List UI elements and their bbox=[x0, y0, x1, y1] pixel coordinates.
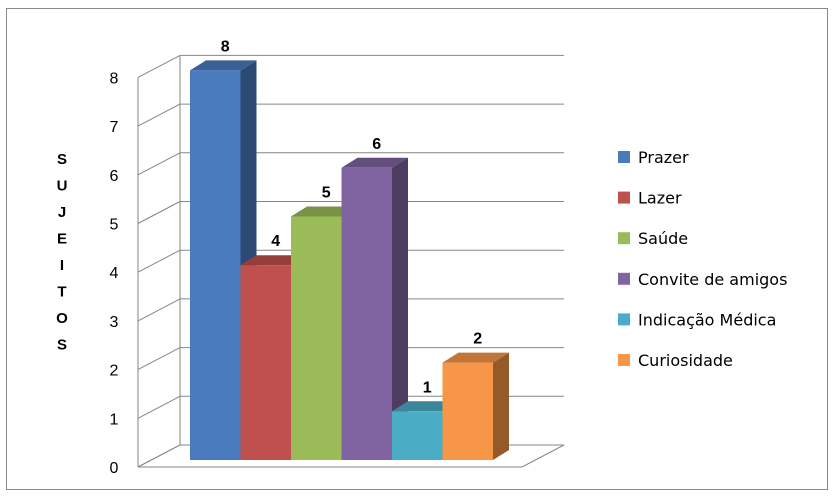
data-label: 1 bbox=[423, 379, 432, 396]
bar-side bbox=[392, 157, 408, 461]
gridline-side bbox=[137, 298, 181, 322]
gridline-side bbox=[137, 103, 181, 127]
bar-top bbox=[291, 206, 358, 217]
bar-indicação-médica bbox=[392, 411, 443, 460]
y-tick-label: 4 bbox=[110, 265, 119, 282]
bar-lazer bbox=[240, 265, 291, 460]
y-axis-label-letter: E bbox=[57, 231, 67, 248]
data-label: 2 bbox=[473, 331, 482, 348]
y-axis-label-letter: J bbox=[58, 204, 66, 221]
gridline-side bbox=[137, 249, 181, 273]
data-label: 4 bbox=[271, 233, 280, 250]
gridline-side bbox=[137, 54, 181, 78]
legend-swatch bbox=[618, 191, 630, 204]
bar-top bbox=[442, 352, 509, 363]
bar-curiosidade bbox=[442, 362, 493, 460]
y-axis-label-letter: S bbox=[57, 151, 67, 168]
y-tick-label: 0 bbox=[110, 460, 119, 477]
bar-saúde bbox=[291, 216, 342, 460]
legend-swatch bbox=[618, 151, 630, 163]
data-label: 5 bbox=[322, 185, 331, 202]
data-label: 6 bbox=[372, 136, 381, 153]
legend-swatch bbox=[618, 232, 630, 245]
y-axis-label-letter: O bbox=[56, 310, 68, 327]
legend-swatch bbox=[618, 272, 630, 285]
legend-label: Convite de amigos bbox=[638, 270, 787, 289]
gridline-side bbox=[137, 347, 181, 371]
y-tick-label: 3 bbox=[110, 314, 119, 331]
y-axis-label-letter: I bbox=[60, 257, 64, 274]
legend-label: Lazer bbox=[638, 189, 682, 208]
gridline-side bbox=[137, 201, 181, 224]
y-tick-label: 6 bbox=[110, 168, 119, 185]
data-label: 8 bbox=[221, 38, 230, 55]
legend-swatch bbox=[618, 313, 630, 326]
y-axis-label-letter: T bbox=[57, 284, 66, 301]
y-axis-label-letter: S bbox=[57, 337, 67, 354]
gridline-side bbox=[137, 395, 181, 419]
legend-label: Indicação Médica bbox=[638, 310, 776, 329]
y-tick-label: 2 bbox=[110, 363, 119, 380]
y-tick-label: 1 bbox=[110, 411, 119, 428]
legend-label: Prazer bbox=[638, 148, 689, 167]
legend-label: Saúde bbox=[638, 229, 688, 248]
y-tick-label: 7 bbox=[110, 119, 119, 136]
bar-side bbox=[493, 352, 509, 460]
bar-top bbox=[341, 157, 408, 168]
bar-prazer bbox=[190, 70, 241, 461]
bar-convite-de-amigos bbox=[341, 167, 392, 461]
gridline-side bbox=[137, 152, 181, 176]
bar-top bbox=[190, 60, 257, 71]
y-tick-label: 8 bbox=[110, 70, 119, 87]
bar-top bbox=[240, 255, 307, 266]
y-axis-label-letter: U bbox=[57, 178, 68, 195]
y-tick-label: 5 bbox=[110, 217, 119, 234]
legend-swatch bbox=[618, 354, 630, 366]
legend-label: Curiosidade bbox=[638, 351, 733, 370]
bar-top bbox=[392, 401, 459, 412]
